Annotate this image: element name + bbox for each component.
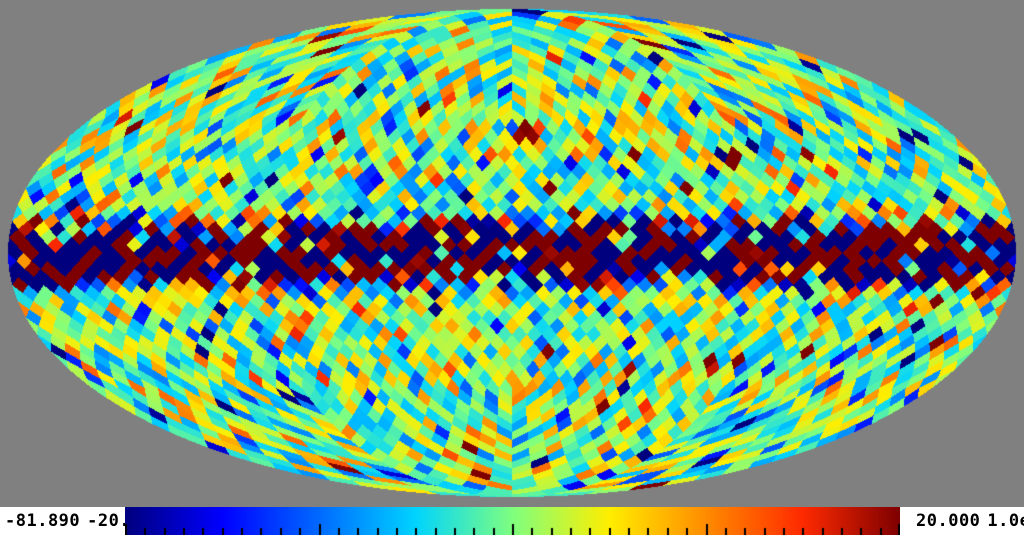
- mollweide-map-area: [0, 0, 1024, 500]
- colorbar: -81.890-20.000 20.000 1.0e+02: [0, 507, 1024, 535]
- colorbar-data-max-label: 1.0e+02: [987, 511, 1024, 531]
- colorbar-gradient: [125, 507, 900, 535]
- colorbar-data-min-label: -81.890: [5, 511, 81, 531]
- healpix-sky-map-canvas: [0, 0, 1024, 500]
- colorbar-vmax-label: 20.000: [916, 511, 981, 531]
- colorbar-max-labels: 20.000 1.0e+02: [900, 507, 1024, 535]
- colorbar-min-labels: -81.890-20.000: [0, 507, 162, 535]
